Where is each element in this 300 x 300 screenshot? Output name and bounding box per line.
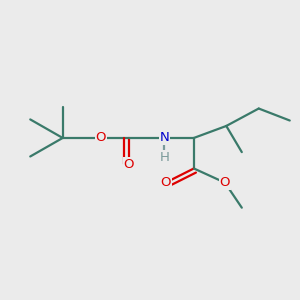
Text: H: H bbox=[159, 151, 169, 164]
Text: O: O bbox=[160, 176, 171, 189]
Text: O: O bbox=[220, 176, 230, 189]
Text: O: O bbox=[95, 131, 106, 144]
Text: N: N bbox=[159, 131, 169, 144]
Text: O: O bbox=[124, 158, 134, 171]
